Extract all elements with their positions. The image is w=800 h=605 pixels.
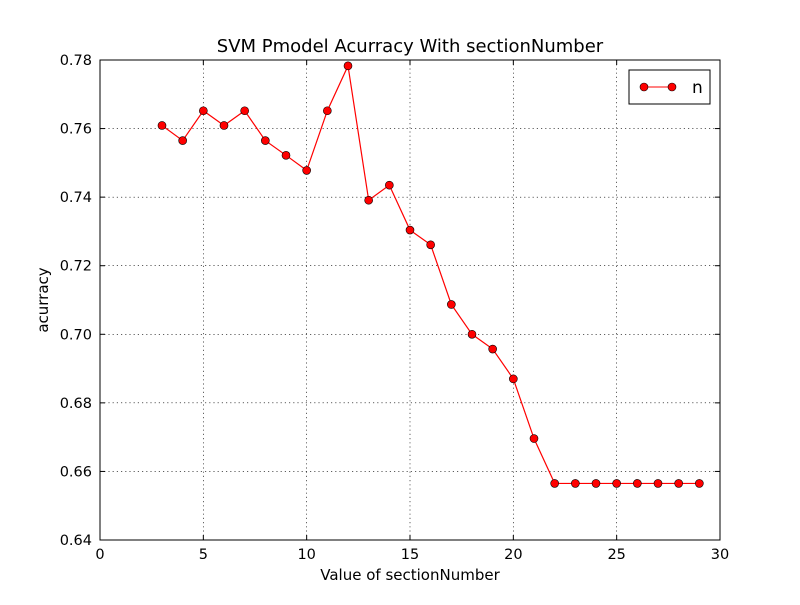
y-tick-label: 0.68 bbox=[60, 396, 92, 412]
y-axis-label: acurracy bbox=[34, 267, 52, 332]
data-point bbox=[405, 225, 415, 235]
data-point bbox=[653, 479, 663, 488]
data-point bbox=[467, 329, 477, 339]
tick-labels-layer: 0 5 10 15 20 25 30 0.64 0.66 0.68 0.70 0.72 0.74 0.76… bbox=[60, 53, 730, 563]
data-point bbox=[633, 479, 642, 488]
data-point bbox=[157, 121, 167, 130]
x-tick-label: 30 bbox=[711, 547, 729, 563]
data-point bbox=[219, 121, 229, 130]
y-tick-label: 0.64 bbox=[60, 533, 92, 549]
data-point bbox=[447, 300, 456, 309]
data-point bbox=[385, 180, 394, 190]
data-point bbox=[695, 479, 704, 488]
y-tick-label: 0.72 bbox=[60, 259, 92, 275]
data-point bbox=[591, 479, 601, 488]
x-tick-label: 10 bbox=[297, 547, 315, 563]
x-tick-label: 0 bbox=[95, 547, 104, 563]
legend-label: n bbox=[692, 78, 703, 98]
x-tick-label: 20 bbox=[504, 547, 522, 563]
y-tick-label: 0.70 bbox=[60, 327, 92, 343]
y-tick-label: 0.78 bbox=[60, 53, 92, 69]
data-point bbox=[343, 61, 353, 71]
data-point bbox=[261, 136, 270, 145]
data-point bbox=[323, 106, 332, 116]
x-tick-label: 15 bbox=[401, 547, 419, 563]
data-point bbox=[178, 136, 187, 145]
legend-marker-right bbox=[667, 82, 677, 92]
data-point bbox=[240, 106, 249, 116]
x-tick-label: 5 bbox=[199, 547, 208, 563]
data-point bbox=[426, 240, 435, 250]
data-point bbox=[364, 195, 373, 205]
data-point bbox=[571, 479, 580, 488]
data-point bbox=[529, 434, 539, 443]
data-point bbox=[550, 479, 559, 488]
data-point bbox=[302, 166, 311, 175]
y-tick-label: 0.76 bbox=[60, 122, 92, 138]
legend: n bbox=[628, 69, 711, 105]
legend-marker-left bbox=[639, 82, 649, 92]
data-point bbox=[199, 106, 208, 116]
x-tick-label: 25 bbox=[607, 547, 625, 563]
y-tick-label: 0.66 bbox=[60, 464, 92, 480]
chart-title: SVM Pmodel Acurracy With sectionNumber bbox=[217, 36, 604, 57]
data-point bbox=[488, 344, 497, 354]
data-point bbox=[281, 151, 291, 160]
series-layer bbox=[157, 61, 704, 488]
data-point bbox=[674, 479, 683, 488]
data-point bbox=[509, 374, 518, 384]
y-tick-label: 0.74 bbox=[60, 190, 92, 206]
x-axis-label: Value of sectionNumber bbox=[320, 566, 500, 584]
data-point bbox=[612, 479, 621, 488]
ticks-layer bbox=[99, 59, 721, 541]
